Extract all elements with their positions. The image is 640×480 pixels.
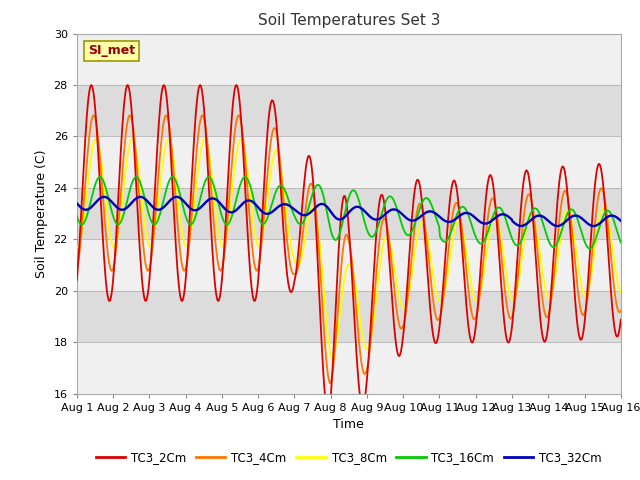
Bar bbox=[77, 34, 621, 85]
Bar bbox=[77, 85, 621, 136]
Title: Soil Temperatures Set 3: Soil Temperatures Set 3 bbox=[257, 13, 440, 28]
X-axis label: Time: Time bbox=[333, 418, 364, 431]
Bar bbox=[77, 240, 621, 291]
Bar bbox=[77, 136, 621, 188]
Bar bbox=[77, 342, 621, 394]
Y-axis label: Soil Temperature (C): Soil Temperature (C) bbox=[35, 149, 48, 278]
Bar bbox=[77, 188, 621, 240]
Text: SI_met: SI_met bbox=[88, 44, 135, 58]
Bar bbox=[77, 291, 621, 342]
Legend: TC3_2Cm, TC3_4Cm, TC3_8Cm, TC3_16Cm, TC3_32Cm: TC3_2Cm, TC3_4Cm, TC3_8Cm, TC3_16Cm, TC3… bbox=[91, 446, 607, 469]
